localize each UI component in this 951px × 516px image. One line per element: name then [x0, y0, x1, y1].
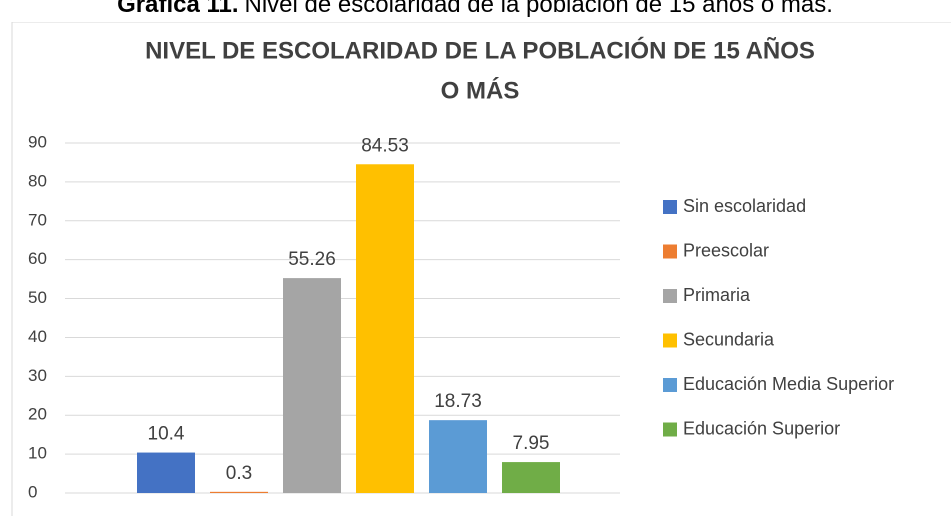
bar [210, 491, 268, 493]
data-label: 84.53 [361, 135, 409, 156]
y-tick-label: 90 [28, 132, 47, 151]
chart-title: NIVEL DE ESCOLARIDAD DE LA POBLACIÓN DE … [145, 36, 815, 64]
data-label: 0.3 [226, 463, 252, 484]
y-tick-label: 60 [28, 249, 47, 268]
data-label: 18.73 [434, 391, 482, 412]
y-tick-label: 70 [28, 210, 47, 229]
legend-label: Educación Media Superior [683, 374, 894, 394]
caption: Gráfica 11. Nivel de escolaridad de la po… [117, 0, 833, 18]
y-tick-label: 80 [28, 171, 47, 190]
data-label: 55.26 [288, 249, 336, 270]
legend-swatch [663, 378, 677, 392]
bar [502, 462, 560, 493]
y-tick-label: 50 [28, 288, 47, 307]
legend-swatch [663, 200, 677, 214]
bar [137, 452, 195, 493]
y-tick-label: 20 [28, 405, 47, 424]
y-tick-label: 40 [28, 327, 47, 346]
legend-swatch [663, 244, 677, 259]
bar [283, 278, 341, 493]
legend-label: Primaria [683, 285, 751, 305]
legend-swatch [663, 422, 677, 437]
data-label: 10.4 [148, 424, 185, 445]
bar [429, 420, 487, 493]
y-tick-label: 30 [28, 366, 47, 385]
legend-label: Educación Superior [683, 418, 840, 438]
caption-band [0, 0, 951, 22]
y-tick-label: 0 [28, 482, 37, 501]
legend-label: Preescolar [683, 240, 769, 260]
legend-label: Secundaria [683, 329, 775, 349]
legend-label: Sin escolaridad [683, 196, 806, 216]
caption-label: Gráfica 11. [117, 0, 238, 18]
caption-text: Nivel de escolaridad de la población de … [245, 0, 833, 18]
legend-swatch [663, 333, 677, 348]
chart-title: O MÁS [441, 76, 520, 104]
legend-swatch [663, 289, 677, 303]
data-label: 7.95 [513, 433, 550, 454]
y-tick-label: 10 [28, 444, 47, 463]
bar [356, 164, 414, 493]
